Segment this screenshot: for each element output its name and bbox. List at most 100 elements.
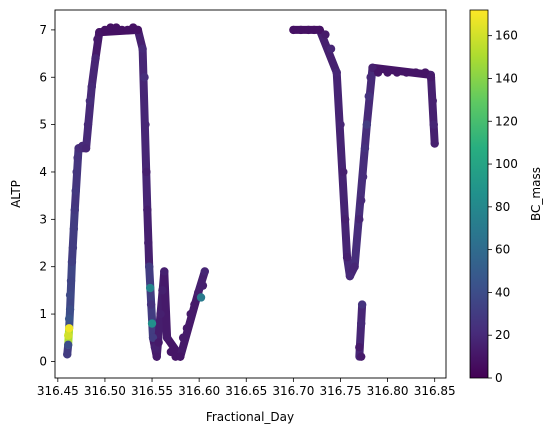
colorbar-tick-label: 40	[495, 285, 510, 299]
data-point	[357, 196, 366, 205]
y-tick-label: 2	[39, 260, 47, 274]
data-point	[392, 68, 402, 77]
data-point	[140, 73, 149, 82]
data-point	[81, 144, 91, 153]
data-point	[357, 319, 366, 328]
x-tick-label: 316.65	[225, 384, 267, 398]
data-point	[358, 172, 368, 181]
y-tick-label: 3	[39, 212, 47, 226]
data-point	[411, 68, 421, 77]
colorbar-tick-label: 120	[495, 114, 518, 128]
data-point	[71, 186, 80, 196]
data-point	[69, 224, 79, 234]
colorbar-tick-label: 80	[495, 200, 510, 214]
trace-segment	[143, 205, 154, 271]
trace-segment	[138, 44, 152, 214]
data-point	[340, 215, 350, 224]
colorbar-tick-label: 160	[495, 29, 518, 43]
data-point	[63, 340, 73, 350]
data-point	[357, 352, 366, 361]
data-point	[182, 324, 192, 333]
data-point	[198, 281, 208, 290]
colorbar: 0 20 40 60 80 100 120 140 160 BC_mass	[469, 9, 543, 385]
data-point	[296, 25, 306, 35]
data-point	[339, 167, 348, 177]
data-point	[145, 283, 155, 293]
data-point	[289, 25, 298, 35]
data-point	[428, 96, 438, 106]
x-tick-label: 316.50	[84, 384, 126, 398]
x-tick-label: 316.45	[37, 384, 79, 398]
data-point	[315, 25, 324, 35]
data-point	[160, 267, 169, 276]
data-point	[68, 243, 78, 252]
data-point	[176, 352, 185, 361]
data-point	[355, 215, 364, 224]
data-point	[87, 82, 96, 91]
data-point	[200, 267, 210, 276]
colorbar-tick-label: 100	[495, 157, 518, 171]
data-point	[142, 167, 151, 177]
data-point	[326, 44, 336, 54]
data-point	[65, 305, 75, 314]
data-point	[429, 120, 438, 129]
trace-segment	[66, 257, 76, 314]
colorbar-gradient	[469, 9, 489, 379]
data-point	[67, 257, 77, 267]
colorbar-tick-label: 60	[495, 243, 510, 257]
data-point	[145, 262, 154, 271]
data-point	[402, 68, 411, 77]
data-point	[430, 139, 439, 148]
trace-segment	[160, 267, 172, 342]
data-point	[64, 314, 74, 323]
data-point	[350, 262, 359, 271]
data-point	[332, 68, 341, 77]
y-tick-label: 1	[39, 307, 47, 321]
trace-segment	[67, 205, 79, 266]
data-point	[152, 352, 161, 361]
data-point	[368, 63, 377, 72]
data-point	[342, 253, 352, 262]
data-point	[156, 309, 165, 319]
trace-segment	[332, 68, 352, 262]
plot-area	[63, 23, 439, 361]
trace-segment	[82, 82, 96, 153]
y-tick-label: 6	[39, 70, 47, 84]
data-point	[421, 68, 430, 77]
data-point	[366, 73, 375, 82]
data-point	[426, 73, 436, 82]
data-point	[93, 35, 102, 44]
data-point	[321, 30, 330, 39]
colorbar-tick-label: 20	[495, 328, 510, 342]
data-point	[158, 286, 167, 295]
data-point	[147, 319, 157, 328]
data-point	[70, 205, 79, 215]
data-point	[360, 144, 370, 153]
data-point	[72, 167, 81, 177]
data-point	[148, 333, 158, 342]
trace-segment	[368, 63, 435, 79]
data-point	[345, 271, 355, 281]
trace-segment	[87, 54, 100, 91]
data-point	[63, 331, 73, 340]
data-point	[364, 91, 373, 101]
data-point	[186, 309, 195, 319]
data-point	[143, 205, 152, 215]
data-point	[138, 44, 147, 54]
data-point	[355, 343, 364, 352]
colorbar-tick-label: 140	[495, 71, 518, 85]
y-tick-label: 0	[39, 354, 47, 368]
data-point	[141, 120, 150, 129]
data-point	[196, 293, 206, 302]
x-tick-label: 316.70	[272, 384, 314, 398]
x-tick-label: 316.80	[367, 384, 409, 398]
data-point	[85, 96, 95, 106]
trace-segment	[426, 70, 439, 148]
x-tick-label: 316.75	[319, 384, 361, 398]
data-point	[154, 338, 163, 347]
y-tick-label: 5	[39, 118, 47, 132]
colorbar-label: BC_mass	[529, 167, 543, 221]
data-point	[133, 25, 143, 35]
